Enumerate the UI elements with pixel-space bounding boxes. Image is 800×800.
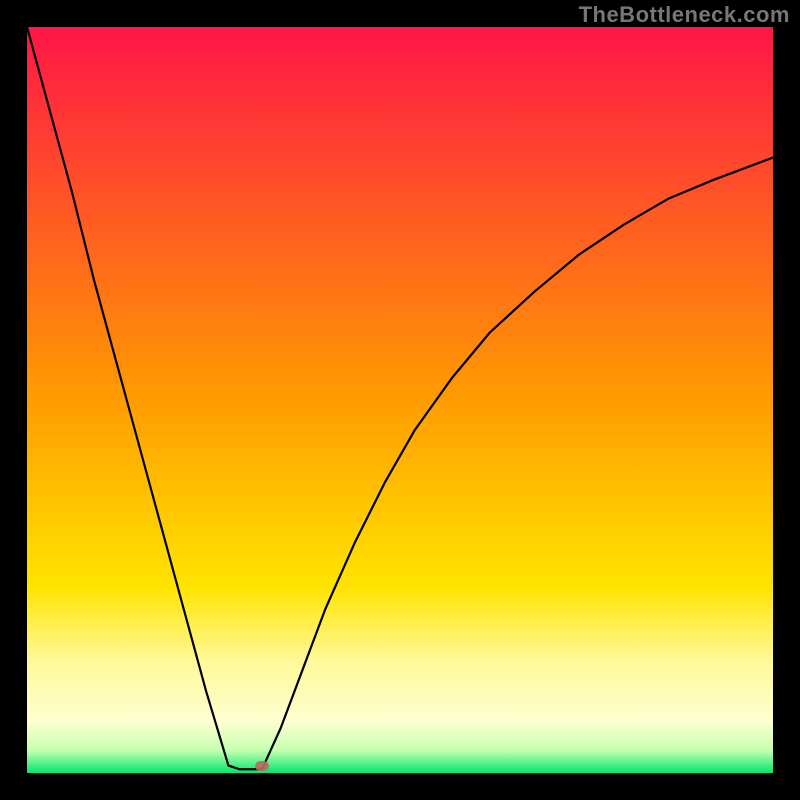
curve-svg	[27, 27, 773, 773]
watermark-text: TheBottleneck.com	[579, 2, 790, 28]
plot-area	[27, 27, 773, 773]
chart-frame: TheBottleneck.com	[0, 0, 800, 800]
bottleneck-curve	[27, 27, 773, 769]
sweet-spot-marker	[255, 761, 269, 771]
